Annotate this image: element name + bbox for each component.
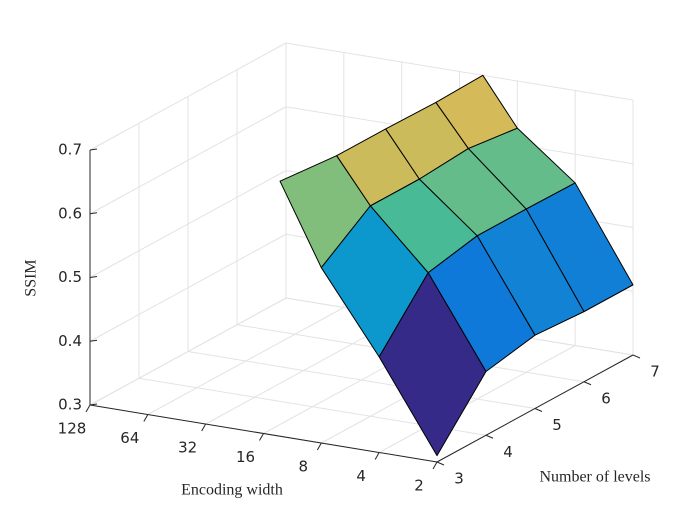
x-axis-label: Encoding width bbox=[181, 482, 283, 499]
tick-mark bbox=[89, 276, 98, 278]
surface-patch bbox=[378, 272, 487, 457]
tick-mark bbox=[436, 461, 445, 466]
z-tick-label: 0.3 bbox=[58, 396, 82, 414]
z-tick-label: 0.7 bbox=[58, 141, 82, 159]
x-tick-label: 32 bbox=[178, 439, 197, 457]
y-tick-label: 5 bbox=[552, 416, 562, 434]
grid-line bbox=[89, 170, 287, 278]
tick-mark bbox=[89, 339, 98, 342]
grid-line bbox=[89, 233, 287, 342]
y-tick-label: 3 bbox=[454, 470, 464, 488]
tick-mark bbox=[89, 148, 98, 151]
tick-mark bbox=[534, 408, 543, 412]
grid-line bbox=[89, 42, 287, 151]
tick-mark bbox=[632, 354, 641, 359]
x-tick-label: 64 bbox=[120, 429, 139, 447]
grid-line bbox=[187, 351, 536, 409]
x-tick-label: 128 bbox=[58, 420, 87, 438]
tick-mark bbox=[374, 452, 380, 460]
tick-mark bbox=[85, 404, 91, 413]
grid-line bbox=[89, 106, 287, 215]
tick-mark bbox=[89, 403, 98, 406]
tick-mark bbox=[89, 212, 98, 215]
tick-mark bbox=[201, 423, 207, 432]
z-tick-label: 0.6 bbox=[58, 204, 82, 222]
tick-mark bbox=[143, 414, 149, 422]
x-tick-label: 8 bbox=[299, 458, 309, 476]
x-tick-label: 4 bbox=[356, 467, 366, 485]
grid-line bbox=[89, 297, 287, 406]
tick-mark bbox=[316, 442, 322, 451]
tick-mark bbox=[432, 461, 438, 470]
z-axis-label: SSIM bbox=[23, 259, 40, 296]
y-axis-label: Number of levels bbox=[539, 469, 650, 486]
x-tick-label: 2 bbox=[414, 477, 424, 495]
y-tick-label: 4 bbox=[503, 443, 513, 461]
x-tick-label: 16 bbox=[236, 448, 255, 466]
y-tick-label: 6 bbox=[601, 389, 611, 407]
z-tick-label: 0.5 bbox=[58, 268, 82, 286]
tick-mark bbox=[259, 433, 264, 441]
z-tick-label: 0.4 bbox=[58, 332, 82, 350]
tick-mark bbox=[485, 434, 494, 439]
y-tick-label: 7 bbox=[650, 363, 660, 381]
grid-line bbox=[285, 42, 634, 101]
tick-mark bbox=[583, 381, 592, 386]
